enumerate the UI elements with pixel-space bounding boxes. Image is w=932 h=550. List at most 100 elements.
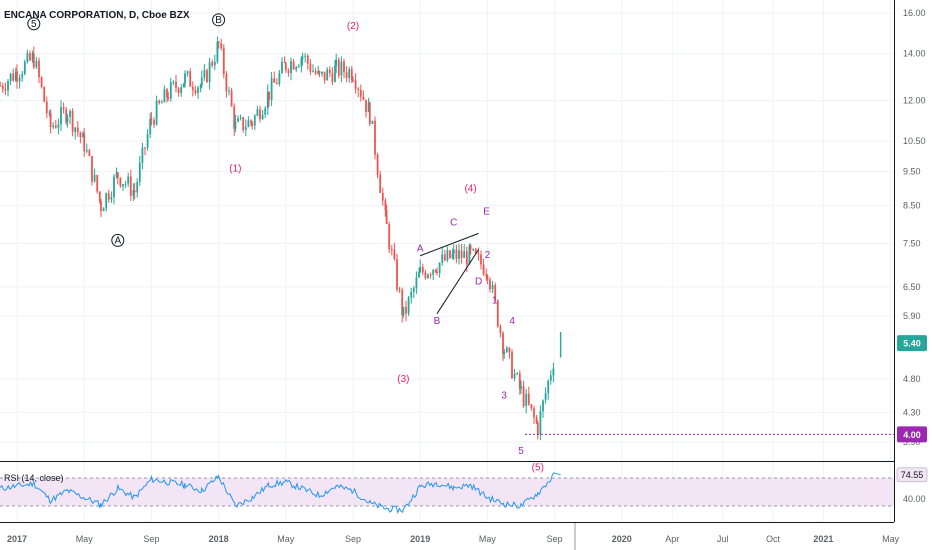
candle xyxy=(384,200,387,211)
candle xyxy=(410,291,413,298)
time-tick-label: 2017 xyxy=(7,534,27,544)
candle xyxy=(26,53,29,62)
candle xyxy=(535,417,538,423)
candle xyxy=(127,176,130,184)
candle xyxy=(62,107,65,110)
candle xyxy=(468,245,471,265)
candle xyxy=(100,201,102,212)
candle xyxy=(54,125,57,128)
last-price-label: 5.40 xyxy=(903,339,921,349)
candle xyxy=(348,69,351,78)
candle xyxy=(150,118,153,121)
candle xyxy=(35,60,38,68)
candle xyxy=(31,53,34,61)
wave-circle xyxy=(27,17,41,31)
candle xyxy=(340,61,343,76)
candle xyxy=(436,271,438,274)
candle xyxy=(393,249,396,259)
candle xyxy=(527,393,530,405)
candle xyxy=(242,117,245,130)
candle xyxy=(1,85,4,90)
candle xyxy=(82,133,84,138)
candle xyxy=(182,83,185,88)
candle xyxy=(9,73,12,82)
axis-labels: 16.0014.0012.0010.509.508.507.506.505.90… xyxy=(7,8,928,544)
candle xyxy=(306,55,309,64)
candle xyxy=(345,72,348,78)
price-tick-label: 12.00 xyxy=(903,96,926,106)
wave-label: (3) xyxy=(397,374,409,385)
candle xyxy=(43,86,46,102)
wave-label: 1 xyxy=(492,296,498,307)
price-tick-label: 4.80 xyxy=(903,374,921,384)
candle xyxy=(505,347,508,352)
candle xyxy=(14,71,17,81)
rsi-pane: RSI (14, close) xyxy=(0,472,894,515)
candle xyxy=(23,61,26,75)
candle xyxy=(390,249,393,251)
candle xyxy=(158,100,161,104)
candle xyxy=(146,134,149,148)
candle xyxy=(169,82,172,99)
wave-label: (1) xyxy=(229,164,241,175)
candle xyxy=(160,102,163,104)
time-tick-label: May xyxy=(76,534,94,544)
time-tick-label: Oct xyxy=(766,534,781,544)
candle xyxy=(163,89,166,103)
candle xyxy=(247,120,250,127)
candle xyxy=(295,66,298,70)
candle xyxy=(230,90,233,107)
candle xyxy=(477,253,480,255)
candle xyxy=(197,87,199,94)
candle xyxy=(518,373,521,389)
time-tick-label: Sep xyxy=(143,534,159,544)
wave-circle xyxy=(111,233,125,247)
candle xyxy=(18,77,21,82)
candle xyxy=(172,81,175,83)
candle xyxy=(38,60,40,78)
candle xyxy=(486,275,489,280)
trendline xyxy=(420,232,479,257)
candle xyxy=(385,210,388,225)
candle xyxy=(367,102,370,112)
candle xyxy=(297,66,300,68)
candle xyxy=(66,116,69,123)
candle xyxy=(449,250,451,259)
candle xyxy=(74,127,77,132)
candle xyxy=(175,81,177,89)
candle xyxy=(60,107,62,125)
candle xyxy=(129,176,132,196)
candles xyxy=(0,36,562,441)
candle xyxy=(494,285,497,301)
candle xyxy=(446,250,449,261)
candle xyxy=(105,193,108,209)
time-tick-label: Sep xyxy=(345,534,361,544)
candle xyxy=(354,80,357,89)
candle xyxy=(429,274,432,276)
candle xyxy=(463,251,466,258)
candle xyxy=(503,351,506,354)
candle xyxy=(141,147,144,163)
wave-label: E xyxy=(483,206,490,217)
candle xyxy=(166,89,168,98)
rsi-title: RSI (14, close) xyxy=(4,473,64,483)
candle xyxy=(45,101,48,114)
candle xyxy=(256,109,259,116)
wave-label: 2 xyxy=(485,250,491,261)
candle xyxy=(469,245,472,250)
candle xyxy=(136,181,139,193)
candle xyxy=(208,62,211,83)
time-tick-label: Apr xyxy=(665,534,679,544)
candle xyxy=(124,183,127,185)
candle xyxy=(96,175,99,192)
rsi-line xyxy=(0,472,561,515)
wave-label: 4 xyxy=(509,316,515,327)
grid xyxy=(0,0,894,522)
candle xyxy=(388,224,391,250)
candle xyxy=(264,108,267,115)
candle xyxy=(98,191,101,202)
wave-label: 5 xyxy=(518,446,524,457)
candle xyxy=(0,85,2,87)
candle xyxy=(88,150,91,157)
